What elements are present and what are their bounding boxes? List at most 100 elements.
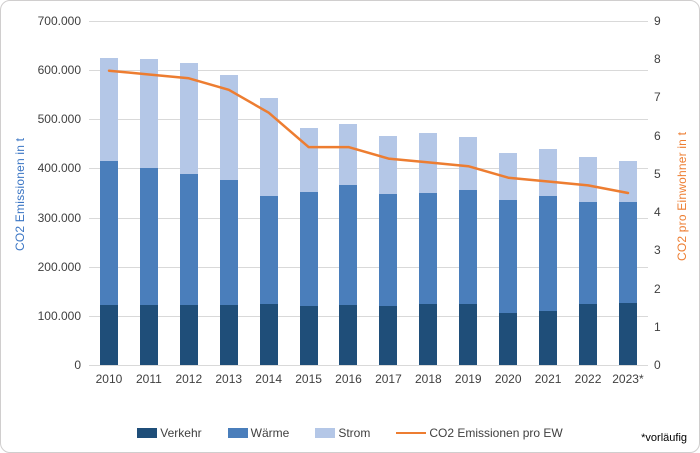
bar-segment-verkehr [99,304,118,365]
legend-item: Strom [315,426,370,440]
x-axis-label: 2010 [95,372,123,386]
bar-segment-wrme [579,201,598,305]
grid-line [89,21,648,22]
bar-segment-wrme [459,190,478,305]
stacked-bar [539,149,558,365]
grid-line [89,217,648,219]
bar-segment-strom [579,156,598,202]
grid-line [89,315,648,317]
stacked-bar [499,152,518,365]
emissions-line [107,69,630,195]
stacked-bar [299,127,318,365]
bar-segment-verkehr [219,304,238,365]
bar-segment-verkehr [379,305,398,365]
stacked-bar [219,75,238,365]
bar-segment-verkehr [259,304,278,365]
bar-segment-verkehr [179,304,198,365]
stacked-bar [99,57,118,365]
stacked-bar [579,156,598,365]
plot-area [89,21,648,366]
bar-segment-wrme [539,195,558,312]
bar-slot [249,21,289,365]
left-axis-tick-label: 400.000 [37,161,81,176]
bar-segment-strom [139,58,158,169]
bar-segment-strom [259,97,278,196]
legend-color-swatch [227,428,248,438]
bar-segment-wrme [499,199,518,313]
legend: Verkehr Wärme Strom CO2 Emissionen pro EW [1,426,699,440]
x-axis-label: 2016 [335,372,362,386]
right-axis-tick-label: 9 [654,14,661,28]
bar-segment-verkehr [579,304,598,365]
stacked-bar [419,133,438,365]
bar-segment-strom [499,152,518,200]
bar-segment-verkehr [299,305,318,365]
bar-slot [568,21,608,365]
bar-segment-wrme [179,174,198,305]
bar-segment-verkehr [539,311,558,365]
bar-segment-wrme [139,168,158,305]
left-axis-tick-label: 100.000 [37,308,81,323]
bar-slot [448,21,488,365]
legend-label: Wärme [250,426,290,440]
legend-label: Verkehr [160,426,202,440]
legend-label: Strom [338,426,371,440]
x-axis-label: 2019 [454,372,482,386]
bar-segment-wrme [339,185,358,306]
legend-label: CO2 Emissionen pro EW [429,426,563,440]
right-axis-ticks: 9 8 7 6 5 4 3 2 1 0 [654,14,678,372]
footnote: *vorläufig [641,432,687,444]
bar-slot [89,21,129,365]
x-axis-label: 2022 [574,372,602,386]
legend-line-swatch [396,431,427,435]
bar-segment-wrme [618,201,637,303]
left-axis-tick-label: 200.000 [37,259,81,274]
right-axis-tick-label: 7 [654,90,661,105]
x-axis-label: 2015 [295,372,322,386]
bar-slot [129,21,169,365]
bar-segment-verkehr [139,304,158,365]
bar-segment-verkehr [459,304,478,365]
legend-item: CO2 Emissionen pro EW [396,426,563,440]
x-axis-label: 2023* [612,372,644,386]
bar-slot [329,21,369,365]
bar-segment-strom [99,57,118,162]
grid-line [89,266,648,268]
bar-slot [289,21,329,365]
bar-segment-wrme [299,192,318,306]
stacked-bar [379,136,398,365]
bar-segment-strom [339,124,358,186]
right-axis-tick-label: 5 [654,166,661,181]
bar-segment-verkehr [419,303,438,365]
right-axis-tick-label: 0 [654,358,661,372]
left-axis-tick-label: 600.000 [37,63,81,78]
bar-segment-wrme [99,161,118,305]
bar-slot [209,21,249,365]
grid-line [89,119,648,121]
left-axis-ticks: 700.000 600.000 500.000 400.000 300.000 200.0… [1,14,81,372]
bar-segment-wrme [219,179,238,305]
bar-slot [368,21,408,365]
bar-slot [169,21,209,365]
x-axis-label: 2021 [534,372,562,386]
right-axis-tick-label: 4 [654,205,661,220]
right-axis-tick-label: 3 [654,243,661,258]
x-axis-label: 2012 [175,372,203,386]
grid-line [89,365,648,366]
bar-segment-strom [379,136,398,194]
x-axis-labels: 2010 2011 2012 2013 2014 2015 2016 2017 2018 2019… [89,372,648,386]
legend-item: Wärme [227,426,290,440]
bar-segment-verkehr [339,305,358,365]
x-axis-label: 2018 [414,372,442,386]
bar-slot [488,21,528,365]
bar-series [89,21,648,365]
stacked-bar [339,124,358,365]
bar-segment-wrme [259,195,278,305]
x-axis-label: 2014 [255,372,282,386]
stacked-bar [139,58,158,365]
bar-segment-strom [539,149,558,196]
legend-item: Verkehr [137,426,202,440]
right-axis-tick-label: 1 [654,319,661,334]
bar-slot [408,21,448,365]
